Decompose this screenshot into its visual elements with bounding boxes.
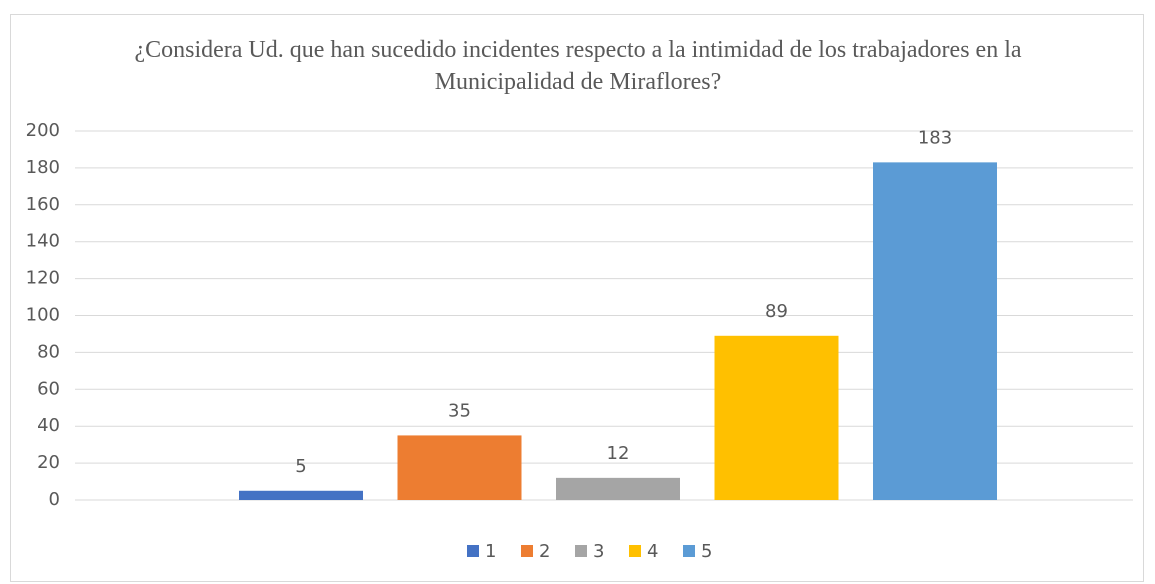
y-tick-label: 180 xyxy=(26,157,60,178)
legend-label: 4 xyxy=(647,541,658,562)
bar xyxy=(873,162,997,501)
bar xyxy=(239,490,363,500)
y-tick-label: 120 xyxy=(26,268,60,289)
y-tick-label: 0 xyxy=(49,489,60,510)
data-label: 89 xyxy=(765,301,788,322)
y-tick-label: 100 xyxy=(26,305,60,326)
legend-swatch xyxy=(467,545,479,557)
legend-swatch xyxy=(575,545,587,557)
y-tick-label: 80 xyxy=(37,341,60,362)
y-tick-label: 60 xyxy=(37,378,60,399)
legend-label: 2 xyxy=(539,541,550,562)
legend-label: 5 xyxy=(701,541,712,562)
data-label: 12 xyxy=(607,443,630,464)
y-tick-label: 200 xyxy=(26,120,60,141)
data-label: 5 xyxy=(295,456,306,477)
legend-swatch xyxy=(683,545,695,557)
data-label: 35 xyxy=(448,400,471,421)
y-tick-label: 40 xyxy=(37,415,60,436)
legend-label: 1 xyxy=(485,541,496,562)
y-tick-label: 20 xyxy=(37,452,60,473)
legend-swatch xyxy=(521,545,533,557)
bar xyxy=(714,335,839,500)
data-label: 183 xyxy=(918,127,952,148)
legend-label: 3 xyxy=(593,541,604,562)
bar xyxy=(556,477,680,500)
chart-frame xyxy=(10,14,1144,582)
y-tick-label: 140 xyxy=(26,231,60,252)
bar xyxy=(397,435,522,500)
legend-swatch xyxy=(629,545,641,557)
chart-title: ¿Considera Ud. que han sucedido incident… xyxy=(134,37,1022,95)
y-tick-label: 160 xyxy=(26,194,60,215)
